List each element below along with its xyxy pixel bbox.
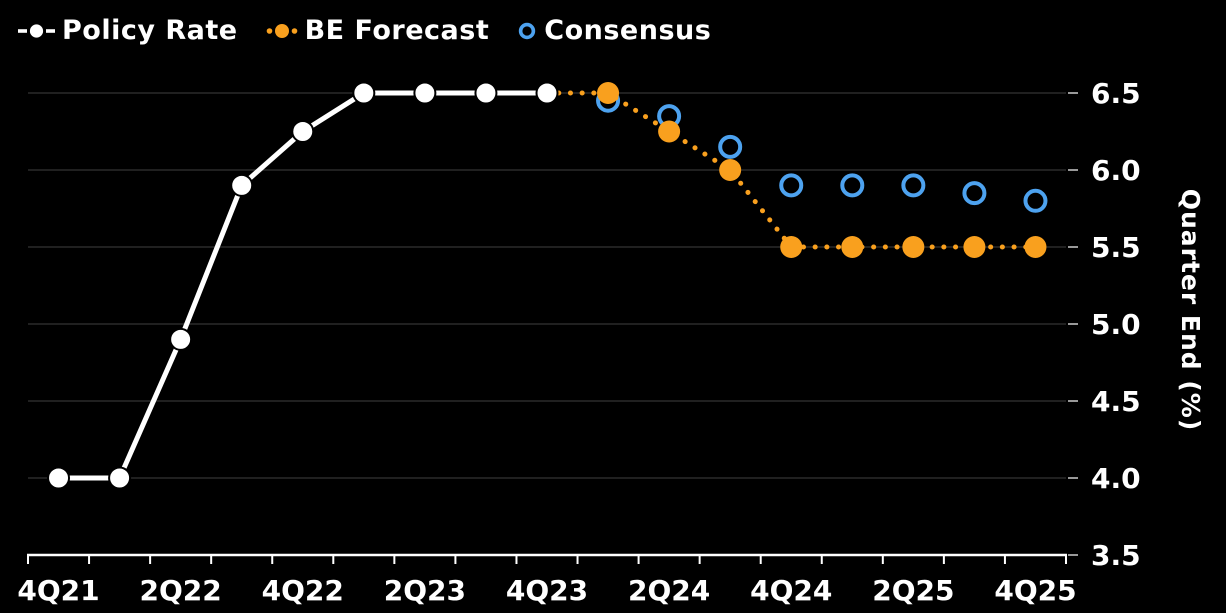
policy-rate-point <box>352 81 376 105</box>
policy-rate-point <box>291 120 315 143</box>
y-axis-title: Quarter End (%) <box>1176 189 1205 432</box>
policy-rate-point <box>230 173 254 197</box>
legend-item-consensus: Consensus <box>517 15 711 46</box>
consensus-point <box>901 173 926 198</box>
x-axis-tick-label: 4Q25 <box>994 574 1076 607</box>
be-forecast-point <box>658 120 681 143</box>
y-axis-tick-label: 6.5 <box>1091 77 1141 110</box>
x-axis-tick-label: 4Q23 <box>506 574 588 607</box>
policy-rate-point <box>413 81 437 105</box>
legend-item-be-forecast: BE Forecast <box>266 15 490 46</box>
consensus-legend-marker-icon <box>519 22 536 39</box>
legend-item-policy-rate: Policy Rate <box>18 15 238 46</box>
be-forecast-point <box>841 236 864 258</box>
be-forecast-point <box>1024 236 1047 258</box>
policy-rate-line <box>58 90 547 481</box>
y-axis-tick-label: 4.0 <box>1091 462 1141 495</box>
y-axis-tick-label: 5.0 <box>1091 308 1141 341</box>
x-axis-tick-label: 2Q24 <box>628 574 710 607</box>
x-axis-tick-label: 2Q22 <box>140 574 222 607</box>
policy-rate-point <box>535 81 559 105</box>
chart-legend: Policy Rate BE Forecast Consensus <box>18 15 711 46</box>
legend-label-be-forecast: BE Forecast <box>304 15 490 46</box>
x-axis-tick-label: 4Q24 <box>750 574 832 607</box>
y-axis-tick-label: 4.5 <box>1091 385 1141 418</box>
y-axis-tick-label: 6.0 <box>1091 154 1141 187</box>
legend-label-consensus: Consensus <box>544 15 712 46</box>
consensus-point <box>840 173 865 198</box>
x-axis-tick-label: 2Q23 <box>384 574 466 607</box>
legend-label-policy-rate: Policy Rate <box>62 15 238 46</box>
y-axis-tick-label: 5.5 <box>1091 231 1141 264</box>
be-forecast-point <box>963 236 986 258</box>
be-forecast-legend-marker-icon <box>266 23 297 38</box>
be-forecast-point <box>902 236 925 258</box>
policy-rate-point <box>47 466 71 490</box>
y-axis-tick-label: 3.5 <box>1091 539 1141 572</box>
policy-rate-point <box>169 327 193 351</box>
x-axis-tick-label: 2Q25 <box>872 574 954 607</box>
be-forecast-point <box>780 236 803 258</box>
consensus-point <box>962 181 987 206</box>
x-axis-tick-label: 4Q21 <box>17 574 99 607</box>
consensus-point <box>779 173 804 198</box>
consensus-point <box>718 134 743 159</box>
policy-rate-legend-marker-icon <box>18 23 55 38</box>
x-axis-tick-label: 4Q22 <box>262 574 344 607</box>
consensus-point <box>1023 188 1048 213</box>
policy-rate-point <box>108 466 132 490</box>
be-forecast-point <box>597 82 620 104</box>
policy-rate-point <box>474 81 498 105</box>
be-forecast-point <box>719 159 742 181</box>
